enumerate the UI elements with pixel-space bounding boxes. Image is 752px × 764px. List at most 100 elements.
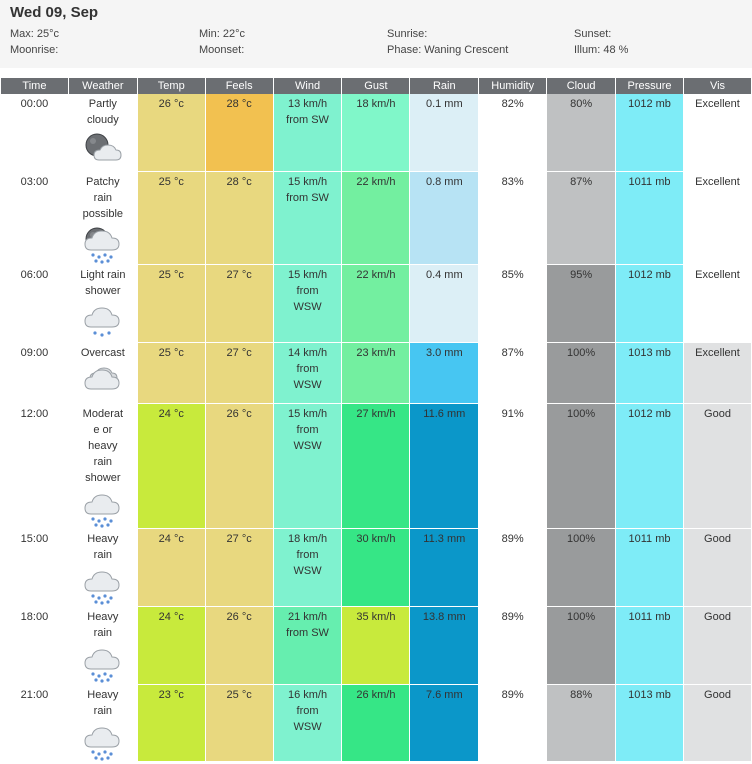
cloud-cell: 100% <box>546 528 617 607</box>
time-cell: 09:00 <box>0 342 69 404</box>
wind-cell: 21 km/h from SW <box>272 606 343 685</box>
weather-condition-line: rain <box>93 191 113 204</box>
weather-cell: Light rain shower <box>67 264 138 343</box>
gust-cell: 27 km/h <box>341 403 411 529</box>
cloud-cell: 80% <box>546 94 617 172</box>
wind-line: from <box>296 284 319 297</box>
moonrise: Moonrise: <box>10 44 59 56</box>
pressure-cell: 1012 mb <box>615 94 684 172</box>
wind-cell: 18 km/h from WSW <box>272 528 343 607</box>
max-temp: Max: 25°c <box>10 28 60 40</box>
humidity-cell: 89% <box>478 528 548 607</box>
cloud-cell: 100% <box>546 606 617 685</box>
sunset: Sunset: <box>574 28 612 40</box>
heavy-rain-cloud-icon <box>69 488 136 527</box>
table-row: 21:00 Heavy rain 23 °c 25 °c 16 km/h from WSW 26… <box>0 684 752 762</box>
moon-illumination: Illum: 48 % <box>574 44 629 56</box>
table-row: 00:00 Partly cloudy 26 °c 28 °c 13 km/h from S… <box>0 94 752 172</box>
feels-cell: 28 °c <box>204 94 274 172</box>
pressure-cell: 1013 mb <box>615 684 684 762</box>
wind-line: from <box>296 362 319 375</box>
vis-cell: Excellent <box>682 171 752 265</box>
weather-condition-line: shower <box>85 284 121 297</box>
wind-line: from SW <box>286 191 329 204</box>
header-time: Time <box>0 78 69 94</box>
moon-rain-cloud-icon <box>69 224 136 263</box>
rain-cell: 7.6 mm <box>409 684 480 762</box>
humidity-cell: 87% <box>478 342 548 404</box>
time-cell: 06:00 <box>0 264 69 343</box>
wind-line: 21 km/h <box>287 610 328 623</box>
wind-line: 18 km/h <box>287 532 328 545</box>
rain-cell: 11.3 mm <box>409 528 480 607</box>
moon-phase: Phase: Waning Crescent <box>387 44 509 56</box>
wind-line: WSW <box>293 439 322 452</box>
temp-cell: 25 °c <box>136 264 206 343</box>
rain-cell: 0.4 mm <box>409 264 480 343</box>
header-pressure: Pressure <box>615 78 684 94</box>
header-feels: Feels <box>204 78 274 94</box>
table-row: 18:00 Heavy rain 24 °c 26 °c 21 km/h from SW 35… <box>0 606 752 685</box>
rain-cell: 13.8 mm <box>409 606 480 685</box>
header-gust: Gust <box>341 78 411 94</box>
heavy-rain-cloud-icon <box>69 565 136 605</box>
weather-condition-line: rain <box>93 626 113 639</box>
vis-cell: Good <box>682 403 752 529</box>
table-row: 12:00 Moderat e or heavy rain shower 24 °c 26 °… <box>0 403 752 529</box>
header-temp: Temp <box>136 78 206 94</box>
table-row: 15:00 Heavy rain 24 °c 27 °c 18 km/h from WSW 30… <box>0 528 752 607</box>
wind-cell: 15 km/h from SW <box>272 171 343 265</box>
humidity-cell: 83% <box>478 171 548 265</box>
hourly-forecast-table: Time Weather Temp Feels Wind Gust Rain H… <box>0 78 752 762</box>
temp-cell: 24 °c <box>136 528 206 607</box>
time-cell: 21:00 <box>0 684 69 762</box>
gust-cell: 22 km/h <box>341 264 411 343</box>
feels-cell: 27 °c <box>204 342 274 404</box>
weather-cell: Heavy rain <box>67 528 138 607</box>
time-cell: 18:00 <box>0 606 69 685</box>
humidity-cell: 82% <box>478 94 548 172</box>
cloud-cell: 100% <box>546 342 617 404</box>
feels-cell: 27 °c <box>204 264 274 343</box>
wind-line: from SW <box>286 114 329 126</box>
wind-line: from SW <box>286 626 329 639</box>
time-cell: 00:00 <box>0 94 69 172</box>
header-weather: Weather <box>67 78 138 94</box>
weather-cell: Heavy rain <box>67 684 138 762</box>
temp-cell: 25 °c <box>136 342 206 404</box>
temp-cell: 26 °c <box>136 94 206 172</box>
header-wind: Wind <box>272 78 343 94</box>
weather-condition-line: possible <box>82 207 124 220</box>
temp-cell: 24 °c <box>136 403 206 529</box>
vis-cell: Excellent <box>682 94 752 172</box>
vis-cell: Good <box>682 684 752 762</box>
weather-condition-line: Heavy <box>87 688 119 701</box>
header-vis: Vis <box>682 78 752 94</box>
temp-cell: 25 °c <box>136 171 206 265</box>
wind-line: from <box>296 548 319 561</box>
pressure-cell: 1013 mb <box>615 342 684 404</box>
gust-cell: 18 km/h <box>341 94 411 172</box>
gust-cell: 26 km/h <box>341 684 411 762</box>
rain-cell: 0.1 mm <box>409 94 480 172</box>
moonset: Moonset: <box>199 44 245 56</box>
vis-cell: Excellent <box>682 264 752 343</box>
wind-line: WSW <box>293 378 322 391</box>
weather-cell: Patchy rain possible <box>67 171 138 265</box>
sunrise: Sunrise: <box>387 28 428 40</box>
humidity-cell: 91% <box>478 403 548 529</box>
weather-condition-line: Partly <box>88 98 117 110</box>
feels-cell: 26 °c <box>204 403 274 529</box>
weather-condition-line: rain <box>93 548 113 561</box>
wind-line: WSW <box>293 300 322 313</box>
cloud-cell: 87% <box>546 171 617 265</box>
weather-condition-line: rain <box>93 455 113 468</box>
weather-condition-line: Heavy <box>87 610 119 623</box>
feels-cell: 27 °c <box>204 528 274 607</box>
weather-condition-line: Light rain <box>80 268 126 281</box>
wind-line: 15 km/h <box>287 407 328 420</box>
rain-cell: 0.8 mm <box>409 171 480 265</box>
weather-condition-line: rain <box>93 704 113 717</box>
weather-condition-line: shower <box>85 471 121 484</box>
time-cell: 12:00 <box>0 403 69 529</box>
